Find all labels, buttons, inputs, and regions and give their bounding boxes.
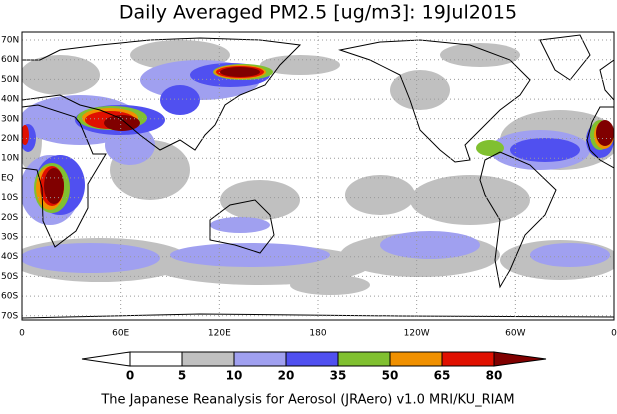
colorbar-arrow <box>493 351 547 367</box>
coastline <box>22 104 107 248</box>
lat-label: 50S <box>1 272 18 282</box>
colorbar-label: 35 <box>330 369 347 383</box>
colorbar-segment <box>233 351 287 367</box>
pollution-area <box>390 70 450 110</box>
colorbar-label: 20 <box>278 369 295 383</box>
pollution-area <box>260 55 340 75</box>
coastline <box>586 106 614 169</box>
pm25-field <box>22 40 614 295</box>
lat-label: 60S <box>1 292 18 302</box>
colorbar: 0 5 10 20 35 50 65 80 <box>81 351 547 383</box>
pollution-area <box>44 168 64 204</box>
colorbar-segment <box>129 351 183 367</box>
pollution-area <box>105 125 155 165</box>
lat-label: 10N <box>1 154 19 164</box>
pollution-area <box>410 175 530 225</box>
colorbar-segment <box>441 351 495 367</box>
colorbar-segment <box>389 351 443 367</box>
lat-label: 20S <box>1 213 18 223</box>
coastline <box>338 39 531 163</box>
lon-label: 180 <box>309 329 326 339</box>
lat-label: 70S <box>1 311 18 321</box>
pollution-area <box>596 120 614 146</box>
map-title: Daily Averaged PM2.5 [ug/m3]: 19Jul2015 <box>119 2 517 24</box>
lat-label: 60N <box>1 55 19 65</box>
lon-label: 0 <box>19 329 25 339</box>
pollution-area <box>22 125 29 145</box>
colorbar-arrow <box>81 351 131 367</box>
coastline <box>539 34 591 81</box>
lon-label: 60W <box>505 329 525 339</box>
pollution-area <box>160 85 200 115</box>
pollution-area <box>510 138 580 162</box>
pollution-area <box>104 115 140 131</box>
pollution-area <box>22 243 160 273</box>
pollution-area <box>345 175 415 215</box>
colorbar-label: 0 <box>126 369 134 383</box>
lat-label: 30N <box>1 114 19 124</box>
lat-label: 70N <box>1 36 19 46</box>
colorbar-label: 50 <box>382 369 399 383</box>
colorbar-label: 5 <box>178 369 186 383</box>
colorbar-label: 65 <box>434 369 451 383</box>
lon-label: 60E <box>112 329 129 339</box>
coastline <box>22 37 302 151</box>
lon-label: 120W <box>404 329 430 339</box>
coastline <box>599 59 614 101</box>
lat-label: 40N <box>1 95 19 105</box>
pollution-area <box>220 180 300 220</box>
colorbar-label: 80 <box>486 369 503 383</box>
lat-label: EQ <box>1 173 14 183</box>
pollution-area <box>440 43 520 67</box>
footer: The Japanese Reanalysis for Aerosol (JRA… <box>100 393 514 408</box>
lat-label: 20N <box>1 134 19 144</box>
colorbar-segment <box>181 351 235 367</box>
lat-label: 50N <box>1 75 19 85</box>
colorbar-segment <box>337 351 391 367</box>
lat-label: 30S <box>1 233 18 243</box>
lat-label: 10S <box>1 193 18 203</box>
coastline <box>209 199 275 254</box>
lon-label: 0 <box>611 329 617 339</box>
pollution-area <box>530 243 610 267</box>
lat-label: 40S <box>1 252 18 262</box>
pollution-area <box>290 275 370 295</box>
colorbar-label: 10 <box>226 369 243 383</box>
pollution-area <box>380 231 480 259</box>
map-frame <box>21 31 615 321</box>
lon-label: 120E <box>208 329 231 339</box>
coastline <box>479 151 557 289</box>
colorbar-segment <box>285 351 339 367</box>
pollution-area <box>220 67 260 77</box>
pollution-area <box>170 243 330 267</box>
pollution-area <box>210 217 270 233</box>
pollution-area <box>22 55 100 95</box>
pollution-area <box>476 140 504 156</box>
